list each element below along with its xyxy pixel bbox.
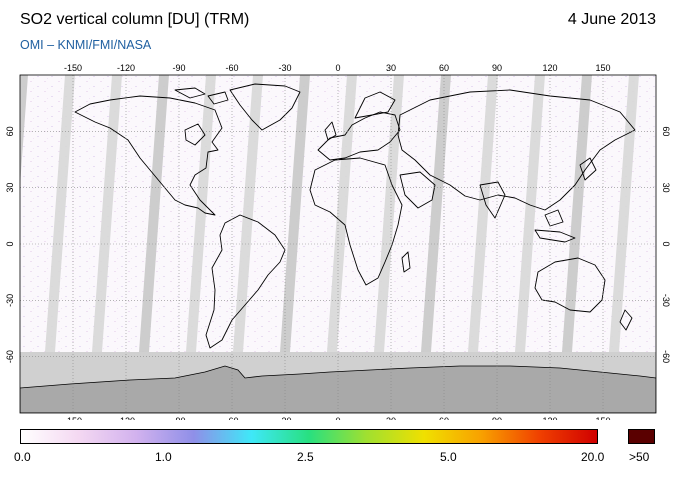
map-title: SO2 vertical column [DU] (TRM) <box>20 11 250 28</box>
lon-tick-label: 60 <box>439 416 449 420</box>
antarctica-land <box>20 365 656 413</box>
map-plot-area <box>20 75 676 413</box>
lon-tick-label: 150 <box>595 416 610 420</box>
lon-tick-label: 150 <box>595 63 610 73</box>
swath-gap <box>562 75 592 352</box>
map-date: 4 June 2013 <box>567 11 656 28</box>
lon-tick-label: 30 <box>386 416 396 420</box>
swath-gap <box>374 75 404 352</box>
lat-tick-label: -30 <box>661 294 671 307</box>
color-label-0: 0.0 <box>14 450 31 464</box>
color-label-2: 2.5 <box>297 450 314 464</box>
swath-gap <box>186 75 216 352</box>
lon-ticks-bottom: -150 -120 -90 -60 -30 0 30 60 90 120 150 <box>64 416 611 420</box>
graticule <box>20 75 656 413</box>
color-label-1: 1.0 <box>155 450 172 464</box>
lat-tick-label: -60 <box>5 350 15 363</box>
swath-gap <box>656 75 676 352</box>
lat-tick-label: 30 <box>5 183 15 193</box>
lon-tick-label: -150 <box>64 63 82 73</box>
lon-tick-label: 120 <box>542 416 557 420</box>
color-label-4: 20.0 <box>581 450 605 464</box>
swath-gap <box>20 75 28 186</box>
lon-tick-label: -30 <box>278 63 291 73</box>
lon-ticks-top: -150 -120 -90 -60 -30 0 30 60 90 120 150 <box>64 63 611 73</box>
lon-tick-label: -150 <box>64 416 82 420</box>
lon-tick-label: -120 <box>117 63 135 73</box>
lat-tick-label: 0 <box>5 241 15 246</box>
swath-gap <box>139 75 169 352</box>
lon-tick-label: 120 <box>542 63 557 73</box>
lat-tick-label: 0 <box>661 241 671 246</box>
lat-tick-label: -30 <box>5 294 15 307</box>
lon-tick-label: -30 <box>278 416 291 420</box>
lon-tick-label: -90 <box>172 63 185 73</box>
lat-tick-label: -60 <box>661 350 671 363</box>
color-scale-bar <box>20 429 598 444</box>
lon-tick-label: 0 <box>335 416 340 420</box>
lon-tick-label: 90 <box>492 416 502 420</box>
lon-tick-label: -90 <box>172 416 185 420</box>
swath-gap <box>327 75 357 352</box>
data-source: OMI – KNMI/FMI/NASA <box>20 38 152 52</box>
lon-tick-label: -120 <box>117 416 135 420</box>
swath-gap <box>609 75 639 352</box>
swath-gap <box>515 75 545 352</box>
swath-gap <box>233 75 263 352</box>
lat-tick-label: 30 <box>661 183 671 193</box>
lon-tick-label: 0 <box>335 63 340 73</box>
swath-gap <box>421 75 451 352</box>
swath-gap <box>45 75 75 352</box>
orbit-gap-swaths <box>20 75 676 352</box>
lon-tick-label: 60 <box>439 63 449 73</box>
swath-gap <box>92 75 122 352</box>
swath-gap <box>280 75 310 352</box>
color-scale-over-box <box>628 429 655 444</box>
lat-ticks-right: 60 30 0 -30 -60 <box>661 126 671 363</box>
lat-tick-label: 60 <box>5 126 15 136</box>
lon-tick-label: -60 <box>225 63 238 73</box>
lon-tick-label: -60 <box>225 416 238 420</box>
swath-gap <box>468 75 498 352</box>
lon-tick-label: 90 <box>492 63 502 73</box>
color-label-over: >50 <box>629 450 650 464</box>
lat-ticks-left: 60 30 0 -30 -60 <box>5 126 15 363</box>
lat-tick-label: 60 <box>661 126 671 136</box>
lon-tick-label: 30 <box>386 63 396 73</box>
color-label-3: 5.0 <box>440 450 457 464</box>
map-frame <box>19 74 657 414</box>
